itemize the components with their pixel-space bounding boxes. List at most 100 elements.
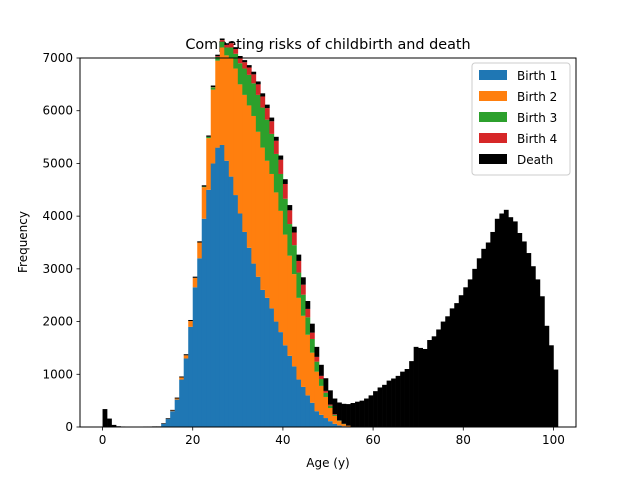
bar-birth-3-bin-39 (278, 173, 284, 211)
bar-birth-4-bin-34 (255, 84, 261, 95)
bar-death-bin-42 (291, 226, 297, 233)
bar-birth-1-bin-21 (197, 258, 203, 427)
bar-death-bin-13 (161, 423, 166, 424)
bar-birth-1-bin-30 (237, 213, 243, 427)
bar-death-bin-76 (445, 316, 451, 427)
bar-birth-1-bin-47 (314, 411, 320, 427)
legend-swatch-death (479, 154, 507, 164)
bar-birth-1-bin-22 (201, 218, 207, 427)
bar-birth-3-bin-41 (287, 224, 293, 256)
bar-death-bin-55 (350, 403, 356, 427)
legend-swatch-birth-1 (479, 70, 507, 80)
bar-birth-1-bin-48 (318, 414, 324, 427)
bar-death-bin-24 (210, 85, 216, 87)
bar-birth-1-bin-36 (264, 297, 270, 427)
bar-death-bin-69 (413, 346, 419, 427)
bar-birth-3-bin-52 (337, 420, 342, 422)
bar-death-bin-38 (273, 136, 279, 141)
bar-death-bin-40 (282, 179, 288, 184)
bar-birth-2-bin-53 (341, 424, 347, 427)
bar-birth-2-bin-28 (228, 58, 234, 177)
bar-birth-2-bin-22 (201, 187, 207, 219)
bar-birth-2-bin-45 (305, 334, 311, 396)
bar-death-bin-67 (404, 369, 410, 427)
bar-birth-1-bin-44 (300, 386, 306, 427)
bar-death-bin-95 (530, 266, 536, 427)
bar-birth-3-bin-45 (305, 317, 311, 335)
bar-death-bin-36 (264, 104, 270, 109)
bar-death-bin-81 (467, 279, 473, 427)
bar-birth-1-bin-52 (337, 425, 342, 427)
legend-label-birth-4: Birth 4 (517, 132, 557, 146)
bar-birth-2-bin-50 (328, 408, 333, 422)
bar-death-bin-92 (517, 233, 523, 427)
bar-birth-3-bin-42 (291, 245, 297, 275)
bar-birth-1-bin-14 (165, 419, 171, 427)
bar-birth-3-bin-25 (215, 56, 221, 61)
bar-death-bin-2 (111, 424, 117, 427)
bar-death-bin-23 (206, 135, 212, 137)
bar-birth-4-bin-31 (242, 62, 248, 69)
bar-death-bin-29 (233, 47, 239, 50)
bar-birth-2-bin-49 (323, 396, 329, 419)
bar-death-bin-91 (512, 221, 518, 427)
bar-birth-3-bin-37 (269, 133, 275, 174)
bar-birth-1-bin-28 (228, 176, 234, 427)
bar-death-bin-98 (544, 325, 550, 427)
bar-birth-1-bin-16 (174, 399, 180, 427)
bar-birth-2-bin-40 (282, 234, 288, 346)
x-tick-label: 80 (456, 433, 471, 447)
bar-death-bin-14 (165, 418, 171, 420)
y-tick-label: 4000 (42, 209, 73, 223)
bar-death-bin-25 (215, 54, 221, 57)
bar-birth-2-bin-27 (224, 55, 230, 161)
bar-death-bin-50 (328, 390, 333, 405)
bar-death-bin-93 (521, 241, 527, 427)
legend-swatch-birth-4 (479, 133, 507, 143)
bar-death-bin-72 (427, 340, 433, 427)
bar-birth-1-bin-34 (255, 276, 261, 427)
bar-birth-1-bin-18 (183, 358, 189, 427)
bar-birth-3-bin-38 (273, 153, 279, 193)
bar-death-bin-68 (409, 361, 414, 427)
bar-birth-2-bin-44 (300, 315, 306, 387)
bar-birth-2-bin-30 (237, 84, 243, 214)
bar-death-bin-26 (219, 38, 225, 41)
bar-birth-1-bin-40 (282, 345, 288, 427)
bar-death-bin-89 (503, 209, 509, 427)
bar-birth-1-bin-19 (188, 326, 194, 427)
bar-death-bin-53 (341, 403, 347, 424)
x-tick-label: 40 (275, 433, 290, 447)
bar-death-bin-32 (246, 65, 252, 68)
legend-swatch-birth-3 (479, 112, 507, 122)
bar-birth-1-bin-35 (260, 289, 266, 427)
bar-death-bin-100 (553, 369, 559, 427)
bar-birth-2-bin-36 (264, 160, 270, 298)
bar-birth-4-bin-44 (300, 284, 306, 295)
bar-birth-1-bin-39 (278, 332, 284, 427)
y-tick-label: 1000 (42, 367, 73, 381)
bar-death-bin-66 (400, 371, 405, 427)
bar-birth-1-bin-46 (309, 402, 315, 427)
bar-birth-3-bin-27 (224, 47, 230, 56)
bar-death-bin-22 (201, 185, 207, 187)
bar-birth-4-bin-43 (296, 260, 302, 273)
bar-death-bin-71 (422, 348, 428, 427)
bar-death-bin-56 (355, 401, 360, 427)
bar-death-bin-44 (300, 277, 306, 285)
x-axis-ticks: 0 20 40 60 80 100 (99, 427, 565, 447)
bar-death-bin-48 (318, 364, 324, 376)
bar-birth-4-bin-50 (328, 404, 333, 406)
chart-title: Competing risks of childbirth and death (185, 37, 470, 53)
bar-birth-4-bin-49 (323, 390, 329, 393)
bar-birth-1-bin-15 (170, 411, 175, 427)
bar-birth-4-bin-28 (228, 43, 234, 48)
bar-death-bin-57 (359, 400, 365, 427)
y-tick-label: 5000 (42, 156, 73, 170)
bar-birth-4-bin-37 (269, 121, 275, 134)
bar-birth-1-bin-25 (215, 147, 221, 428)
bar-death-bin-73 (431, 336, 437, 427)
bar-death-bin-84 (481, 248, 487, 427)
bar-birth-1-bin-27 (224, 160, 230, 428)
bars-layer (102, 38, 559, 428)
